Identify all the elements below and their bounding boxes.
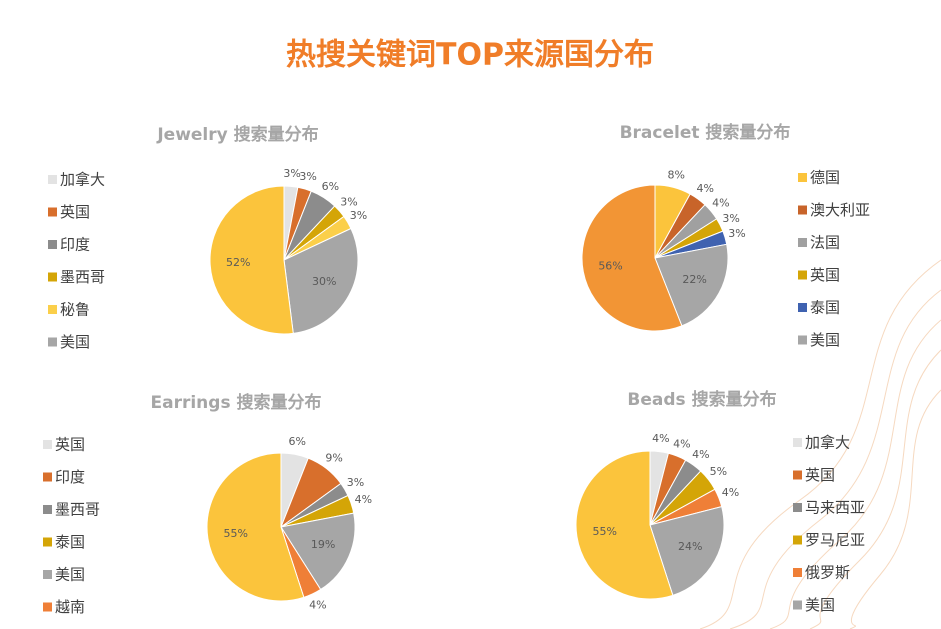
legend-swatch — [793, 568, 802, 577]
legend-label: 马来西亚 — [805, 499, 865, 517]
data-label: 22% — [682, 273, 706, 286]
pie-slice — [283, 227, 359, 334]
data-label: 24% — [678, 540, 702, 553]
data-label: 4% — [652, 432, 669, 445]
legend-swatch — [798, 270, 807, 280]
data-label: 56% — [598, 259, 622, 272]
pie-slice — [654, 243, 729, 327]
legend-swatch — [798, 205, 807, 215]
legend-label: 美国 — [805, 596, 835, 614]
legend-label: 德国 — [810, 169, 840, 187]
legend-label: 罗马尼亚 — [805, 531, 865, 549]
legend-swatch — [798, 335, 807, 345]
legend-swatch — [793, 503, 802, 512]
pie-slice — [280, 512, 356, 591]
pie-slice — [581, 184, 683, 332]
legend-swatch — [793, 438, 802, 447]
legend-swatch — [48, 175, 57, 184]
data-label: 3% — [347, 476, 364, 489]
data-label: 6% — [322, 180, 339, 193]
page-title: 热搜关键词TOP来源国分布 — [286, 38, 654, 73]
chart-title: Beads 搜索量分布 — [627, 389, 776, 410]
legend-label: 秘鲁 — [60, 301, 90, 319]
data-label: 55% — [223, 527, 247, 540]
legend-label: 英国 — [55, 436, 85, 454]
legend-label: 美国 — [810, 331, 840, 349]
legend-label: 澳大利亚 — [810, 201, 870, 219]
legend-swatch — [48, 240, 57, 249]
legend-label: 英国 — [810, 266, 840, 284]
legend-swatch — [798, 238, 807, 247]
background-waves — [699, 259, 941, 629]
legend-swatch — [43, 602, 52, 612]
legend-swatch — [798, 173, 807, 182]
legend-swatch — [793, 470, 802, 480]
data-label: 52% — [226, 256, 250, 269]
data-label: 3% — [722, 212, 739, 225]
legend-swatch — [793, 600, 802, 610]
pie-chart: Bracelet 搜索量分布 8% 4% 4% 3% 3% 22% 56% 德国澳大利亚法国英国… — [581, 122, 870, 349]
legend-swatch — [798, 303, 807, 312]
legend-label: 越南 — [55, 598, 85, 616]
data-label: 4% — [722, 486, 739, 499]
legend-label: 墨西哥 — [55, 501, 100, 519]
data-label: 4% — [309, 598, 326, 611]
legend-label: 英国 — [805, 466, 835, 484]
pie-chart: Jewelry 搜索量分布3%3%6%3%3%30%52%加拿大英国印度墨西哥秘… — [48, 124, 367, 351]
chart-title: Jewelry 搜索量分布 — [156, 124, 318, 145]
data-label: 19% — [311, 538, 335, 551]
data-label: 3% — [350, 209, 367, 222]
pie-slice — [649, 505, 725, 597]
legend-swatch — [793, 535, 802, 545]
legend-swatch — [43, 472, 52, 482]
data-label: 6% — [288, 435, 305, 448]
data-label: 9% — [325, 452, 342, 465]
data-label: 4% — [696, 182, 713, 195]
data-label: 4% — [692, 448, 709, 461]
legend-swatch — [48, 305, 57, 314]
legend-swatch — [48, 207, 57, 217]
legend-label: 法国 — [810, 234, 840, 252]
legend-label: 印度 — [55, 468, 85, 486]
legend-label: 加拿大 — [60, 171, 105, 189]
chart-title: Earrings 搜索量分布 — [151, 392, 322, 413]
data-label: 5% — [710, 465, 727, 478]
legend-label: 美国 — [55, 566, 85, 584]
legend-swatch — [48, 272, 57, 282]
legend-label: 墨西哥 — [60, 268, 105, 286]
data-label: 3% — [728, 227, 745, 240]
pie-chart: Earrings 搜索量分布 6% 9% 3% 4% 19% 4% 55% 英国印度墨西哥泰国美… — [43, 392, 372, 616]
legend-swatch — [43, 440, 52, 449]
legend-label: 英国 — [60, 203, 90, 221]
legend-label: 美国 — [60, 333, 90, 351]
chart-title: Bracelet 搜索量分布 — [620, 122, 791, 143]
data-label: 4% — [355, 493, 372, 506]
pie-slice — [206, 452, 305, 602]
legend-label: 泰国 — [55, 533, 85, 551]
data-label: 55% — [592, 525, 616, 538]
legend-label: 加拿大 — [805, 434, 850, 452]
legend-label: 印度 — [60, 236, 90, 254]
data-label: 4% — [712, 197, 729, 210]
data-label: 8% — [668, 168, 685, 181]
data-label: 3% — [283, 167, 300, 180]
data-label: 3% — [299, 170, 316, 183]
legend-swatch — [48, 337, 57, 347]
data-label: 30% — [312, 275, 336, 288]
legend-swatch — [43, 537, 52, 547]
data-label: 4% — [673, 437, 690, 450]
pie-slice — [575, 450, 674, 600]
legend-swatch — [43, 505, 52, 514]
pie-slice — [209, 185, 294, 335]
legend-swatch — [43, 570, 52, 579]
legend-label: 泰国 — [810, 299, 840, 317]
data-label: 3% — [340, 196, 357, 209]
legend-label: 俄罗斯 — [805, 564, 850, 582]
